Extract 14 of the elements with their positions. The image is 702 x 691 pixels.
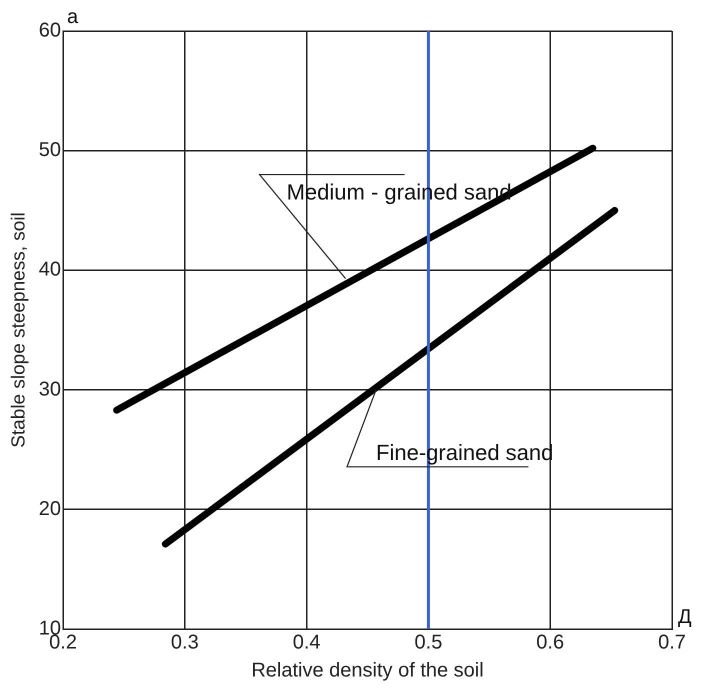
x-tick-label: 0.4 bbox=[292, 632, 321, 654]
y-tick-label: 50 bbox=[38, 139, 62, 162]
x-axis-title: Relative density of the soil bbox=[251, 660, 484, 682]
y-tick-label: 20 bbox=[38, 498, 62, 520]
y-tick-label: 40 bbox=[38, 258, 62, 281]
x-tick-label: 0.5 bbox=[414, 632, 442, 654]
x-tick-label: 0.3 bbox=[170, 632, 199, 654]
y-tick-label: 30 bbox=[38, 378, 62, 400]
text: a bbox=[67, 6, 80, 28]
x-tick-label: 0.6 bbox=[536, 632, 564, 654]
y-axis-title: Stable slope steepness, soil bbox=[8, 212, 30, 448]
y-tick-label: 60 bbox=[38, 20, 62, 42]
text: Д bbox=[678, 606, 692, 628]
x-tick-label: 0.7 bbox=[658, 632, 686, 654]
